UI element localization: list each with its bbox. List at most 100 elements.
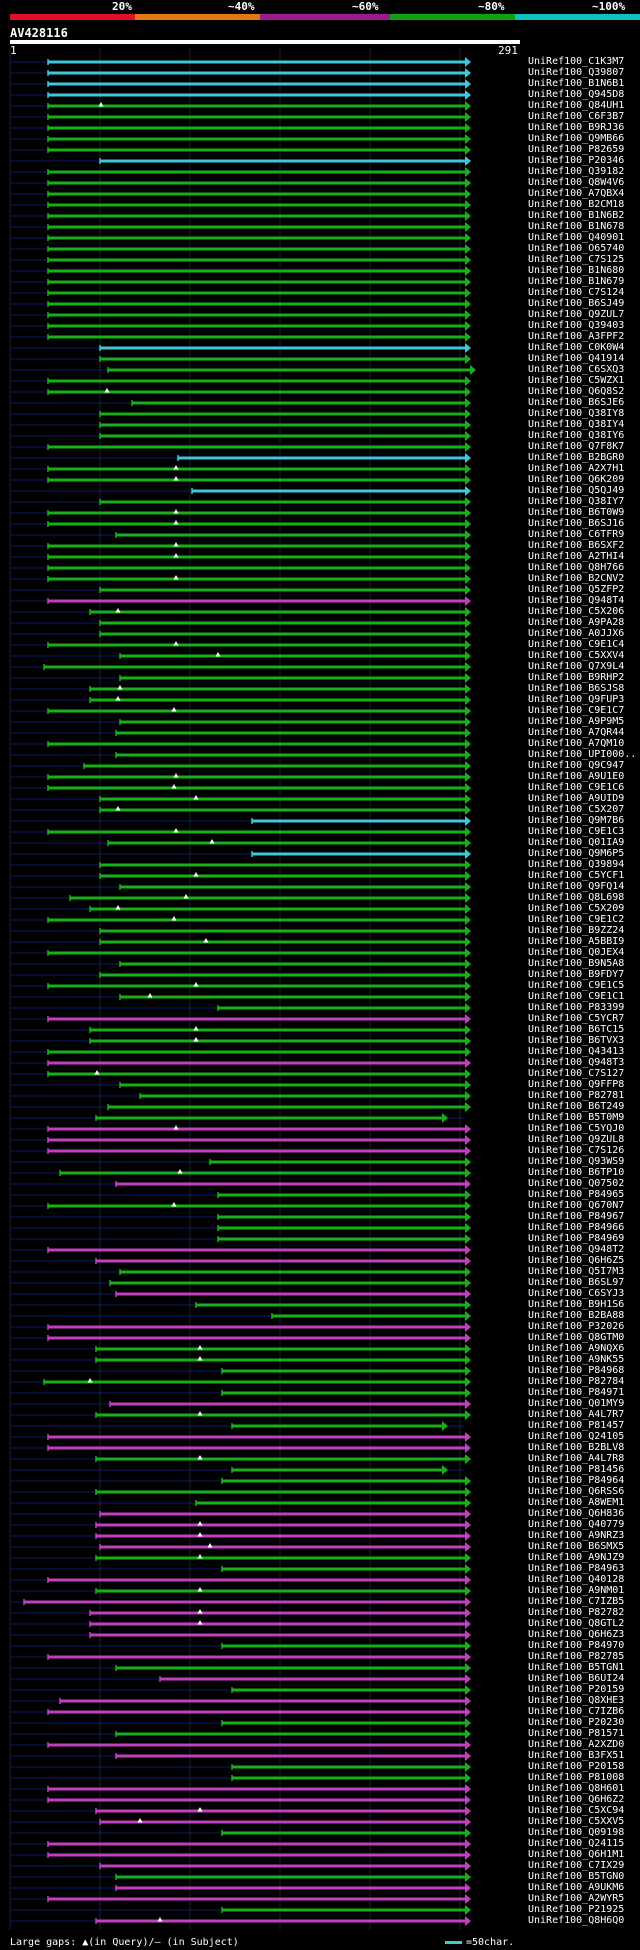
alignment-row[interactable] <box>10 1608 471 1618</box>
alignment-row[interactable] <box>10 1685 471 1695</box>
hit-label[interactable]: UniRef100_A2XZD0 <box>528 1739 625 1750</box>
hit-label[interactable]: UniRef100_A2X7H1 <box>528 463 625 474</box>
hit-label[interactable]: UniRef100_B6TP10 <box>528 1167 625 1178</box>
hit-label[interactable]: UniRef100_B9H1S6 <box>528 1299 625 1310</box>
hit-label[interactable]: UniRef100_C5YCF1 <box>528 870 625 881</box>
alignment-row[interactable] <box>10 1883 471 1893</box>
alignment-row[interactable] <box>10 618 471 628</box>
alignment-row[interactable] <box>10 805 471 815</box>
alignment-row[interactable] <box>10 904 471 914</box>
alignment-row[interactable] <box>10 68 471 78</box>
alignment-row[interactable] <box>10 1564 471 1574</box>
alignment-row[interactable] <box>10 90 471 100</box>
hit-label[interactable]: UniRef100_P83399 <box>528 1002 625 1013</box>
hit-label[interactable]: UniRef100_Q6H6Z3 <box>528 1629 625 1640</box>
alignment-row[interactable] <box>10 1047 471 1057</box>
hit-label[interactable]: UniRef100_C9E1C3 <box>528 826 625 837</box>
alignment-row[interactable] <box>10 1355 471 1365</box>
alignment-row[interactable] <box>10 1597 471 1607</box>
hit-label[interactable]: UniRef100_C5WZX1 <box>528 375 625 386</box>
hit-label[interactable]: UniRef100_Q38IY8 <box>528 408 625 419</box>
alignment-row[interactable] <box>10 948 471 958</box>
alignment-row[interactable] <box>10 233 471 243</box>
hit-label[interactable]: UniRef100_UPI000.. <box>528 749 637 760</box>
alignment-row[interactable] <box>10 1058 471 1068</box>
hit-label[interactable]: UniRef100_Q9M7B6 <box>528 815 625 826</box>
alignment-row[interactable] <box>10 442 471 452</box>
alignment-row[interactable] <box>10 1487 471 1497</box>
alignment-row[interactable] <box>10 1080 471 1090</box>
hit-label[interactable]: UniRef100_P32026 <box>528 1321 625 1332</box>
hit-label[interactable]: UniRef100_A8WEM1 <box>528 1497 625 1508</box>
alignment-row[interactable] <box>10 695 471 705</box>
alignment-row[interactable] <box>10 211 471 221</box>
hit-label[interactable]: UniRef100_C6SYJ3 <box>528 1288 625 1299</box>
alignment-row[interactable] <box>10 431 471 441</box>
hit-label[interactable]: UniRef100_B1N679 <box>528 276 625 287</box>
alignment-row[interactable] <box>10 57 471 67</box>
alignment-row[interactable] <box>10 475 471 485</box>
alignment-row[interactable] <box>10 1069 471 1079</box>
hit-label[interactable]: UniRef100_Q9MB66 <box>528 133 625 144</box>
hit-label[interactable]: UniRef100_C5X209 <box>528 903 625 914</box>
hit-label[interactable]: UniRef100_P84964 <box>528 1475 625 1486</box>
hit-label[interactable]: UniRef100_Q8GTL2 <box>528 1618 625 1629</box>
alignment-row[interactable] <box>10 640 471 650</box>
hit-label[interactable]: UniRef100_C9E1C4 <box>528 639 625 650</box>
hit-label[interactable]: UniRef100_Q948T2 <box>528 1244 625 1255</box>
hit-label[interactable]: UniRef100_B6SMX5 <box>528 1541 625 1552</box>
hit-label[interactable]: UniRef100_Q39807 <box>528 67 625 78</box>
alignment-row[interactable] <box>10 838 471 848</box>
alignment-row[interactable] <box>10 871 471 881</box>
alignment-row[interactable] <box>10 1135 471 1145</box>
alignment-row[interactable] <box>10 1652 471 1662</box>
hit-label[interactable]: UniRef100_B3FX51 <box>528 1750 625 1761</box>
hit-label[interactable]: UniRef100_Q670N7 <box>528 1200 625 1211</box>
alignment-row[interactable] <box>10 574 471 584</box>
alignment-row[interactable] <box>10 585 471 595</box>
hit-label[interactable]: UniRef100_C7IZB6 <box>528 1706 625 1717</box>
hit-label[interactable]: UniRef100_Q6Q8S2 <box>528 386 625 397</box>
alignment-row[interactable] <box>10 1542 471 1552</box>
hit-label[interactable]: UniRef100_P84971 <box>528 1387 625 1398</box>
hit-label[interactable]: UniRef100_A2THI4 <box>528 551 625 562</box>
hit-label[interactable]: UniRef100_B1N678 <box>528 221 625 232</box>
hit-label[interactable]: UniRef100_A4L7R7 <box>528 1409 625 1420</box>
alignment-row[interactable] <box>10 706 471 716</box>
hit-label[interactable]: UniRef100_C5XC94 <box>528 1805 625 1816</box>
hit-label[interactable]: UniRef100_B2CM18 <box>528 199 625 210</box>
alignment-row[interactable] <box>10 1146 471 1156</box>
hit-label[interactable]: UniRef100_B9FDY7 <box>528 969 625 980</box>
alignment-row[interactable] <box>10 673 471 683</box>
hit-label[interactable]: UniRef100_A9P9M5 <box>528 716 625 727</box>
alignment-row[interactable] <box>10 1520 471 1530</box>
alignment-row[interactable] <box>10 1641 471 1651</box>
alignment-row[interactable] <box>10 1322 471 1332</box>
alignment-row[interactable] <box>10 937 471 947</box>
hit-label[interactable]: UniRef100_C5YCR7 <box>528 1013 625 1024</box>
alignment-row[interactable] <box>10 1740 471 1750</box>
alignment-row[interactable] <box>10 1289 471 1299</box>
alignment-row[interactable] <box>10 1388 471 1398</box>
hit-label[interactable]: UniRef100_Q8H601 <box>528 1783 625 1794</box>
hit-label[interactable]: UniRef100_C0K0W4 <box>528 342 625 353</box>
alignment-row[interactable] <box>10 288 471 298</box>
hit-label[interactable]: UniRef100_Q40779 <box>528 1519 625 1530</box>
hit-label[interactable]: UniRef100_C7S126 <box>528 1145 625 1156</box>
hit-label[interactable]: UniRef100_P20158 <box>528 1761 625 1772</box>
alignment-row[interactable] <box>10 1498 471 1508</box>
hit-label[interactable]: UniRef100_Q8XHE3 <box>528 1695 625 1706</box>
alignment-row[interactable] <box>10 827 471 837</box>
hit-label[interactable]: UniRef100_P84966 <box>528 1222 625 1233</box>
alignment-row[interactable] <box>10 926 471 936</box>
hit-label[interactable]: UniRef100_Q8W4V6 <box>528 177 625 188</box>
hit-label[interactable]: UniRef100_Q8H766 <box>528 562 625 573</box>
hit-label[interactable]: UniRef100_B5TGN1 <box>528 1662 625 1673</box>
hit-label[interactable]: UniRef100_C6TFR9 <box>528 529 625 540</box>
alignment-row[interactable] <box>10 79 471 89</box>
alignment-row[interactable] <box>10 112 471 122</box>
alignment-row[interactable] <box>10 1003 471 1013</box>
hit-label[interactable]: UniRef100_C7S125 <box>528 254 625 265</box>
hit-label[interactable]: UniRef100_Q7X9L4 <box>528 661 625 672</box>
hit-label[interactable]: UniRef100_B9RJ36 <box>528 122 625 133</box>
